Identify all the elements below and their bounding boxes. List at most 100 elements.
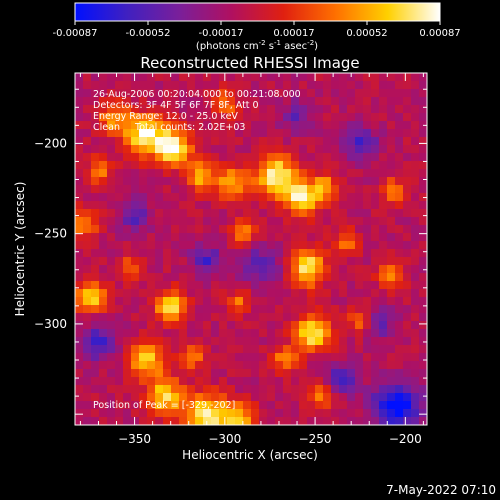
- heatmap-cell: [355, 121, 364, 130]
- heatmap-cell: [139, 121, 148, 130]
- heatmap-cell: [99, 73, 108, 82]
- heatmap-cell: [179, 273, 188, 282]
- heatmap-cell: [187, 201, 196, 210]
- heatmap-cell: [227, 377, 236, 386]
- heatmap-cell: [379, 201, 388, 210]
- heatmap-cell: [91, 97, 100, 106]
- heatmap-cell: [299, 241, 308, 250]
- heatmap-cell: [115, 313, 124, 322]
- heatmap-cell: [299, 121, 308, 130]
- heatmap-cell: [147, 145, 156, 154]
- heatmap-cell: [419, 289, 428, 298]
- heatmap-cell: [139, 177, 148, 186]
- heatmap-cell: [75, 417, 84, 426]
- heatmap-cell: [291, 129, 300, 138]
- heatmap-cell: [243, 289, 252, 298]
- heatmap-cell: [259, 81, 268, 90]
- heatmap-cell: [179, 369, 188, 378]
- heatmap-cell: [83, 137, 92, 146]
- heatmap-cell: [387, 369, 396, 378]
- heatmap-cell: [267, 401, 276, 410]
- heatmap-cell: [387, 233, 396, 242]
- heatmap-cell: [371, 145, 380, 154]
- heatmap-cell: [243, 161, 252, 170]
- heatmap-cell: [259, 289, 268, 298]
- heatmap-cell: [123, 249, 132, 258]
- heatmap-cell: [379, 377, 388, 386]
- heatmap-cell: [259, 401, 268, 410]
- heatmap-cell: [179, 321, 188, 330]
- heatmap-cell: [91, 73, 100, 82]
- heatmap-cell: [227, 345, 236, 354]
- heatmap-cell: [339, 177, 348, 186]
- heatmap-cell: [403, 417, 412, 426]
- heatmap-cell: [99, 417, 108, 426]
- heatmap-cell: [243, 105, 252, 114]
- heatmap-cell: [387, 337, 396, 346]
- heatmap-cell: [363, 129, 372, 138]
- heatmap-cell: [195, 337, 204, 346]
- heatmap-cell: [195, 289, 204, 298]
- heatmap-cell: [363, 81, 372, 90]
- heatmap-cell: [307, 177, 316, 186]
- heatmap-cell: [203, 201, 212, 210]
- heatmap-cell: [387, 209, 396, 218]
- heatmap-cell: [75, 73, 84, 82]
- heatmap-cell: [147, 353, 156, 362]
- heatmap-cell: [203, 369, 212, 378]
- heatmap-cell: [283, 249, 292, 258]
- heatmap-cell: [163, 121, 172, 130]
- heatmap-cell: [155, 345, 164, 354]
- heatmap-cell: [179, 337, 188, 346]
- heatmap-cell: [155, 209, 164, 218]
- heatmap-cell: [99, 153, 108, 162]
- heatmap-cell: [339, 393, 348, 402]
- heatmap-cell: [267, 201, 276, 210]
- heatmap-cell: [323, 161, 332, 170]
- heatmap-cell: [323, 401, 332, 410]
- heatmap-cell: [195, 265, 204, 274]
- heatmap-cell: [307, 409, 316, 418]
- heatmap-cell: [243, 193, 252, 202]
- heatmap-cell: [99, 193, 108, 202]
- heatmap-cell: [315, 361, 324, 370]
- heatmap-cell: [403, 289, 412, 298]
- heatmap-cell: [259, 161, 268, 170]
- heatmap-cell: [179, 185, 188, 194]
- heatmap-cell: [163, 81, 172, 90]
- heatmap-cell: [347, 273, 356, 282]
- heatmap-cell: [107, 265, 116, 274]
- heatmap-cell: [331, 97, 340, 106]
- heatmap-cell: [355, 89, 364, 98]
- heatmap-cell: [139, 321, 148, 330]
- heatmap-cell: [355, 257, 364, 266]
- footer-timestamp: 7-May-2022 07:10: [386, 483, 496, 497]
- heatmap-cell: [179, 89, 188, 98]
- heatmap-cell: [403, 281, 412, 290]
- heatmap-cell: [371, 81, 380, 90]
- heatmap-cell: [323, 81, 332, 90]
- heatmap-cell: [307, 289, 316, 298]
- heatmap-cell: [411, 97, 420, 106]
- heatmap-cell: [267, 153, 276, 162]
- heatmap-cell: [283, 329, 292, 338]
- heatmap-cell: [123, 409, 132, 418]
- heatmap-cell: [339, 289, 348, 298]
- heatmap-cell: [203, 73, 212, 82]
- heatmap-cell: [315, 225, 324, 234]
- heatmap-cell: [363, 169, 372, 178]
- heatmap-cell: [355, 185, 364, 194]
- heatmap-cell: [115, 193, 124, 202]
- heatmap-cell: [179, 393, 188, 402]
- heatmap-cell: [387, 177, 396, 186]
- heatmap-cell: [187, 313, 196, 322]
- heatmap-cell: [147, 137, 156, 146]
- heatmap-cell: [387, 73, 396, 82]
- heatmap-cell: [131, 417, 140, 426]
- heatmap-cell: [387, 297, 396, 306]
- heatmap-cell: [91, 265, 100, 274]
- heatmap-cell: [315, 193, 324, 202]
- heatmap-cell: [355, 233, 364, 242]
- heatmap-cell: [107, 129, 116, 138]
- heatmap-cell: [363, 161, 372, 170]
